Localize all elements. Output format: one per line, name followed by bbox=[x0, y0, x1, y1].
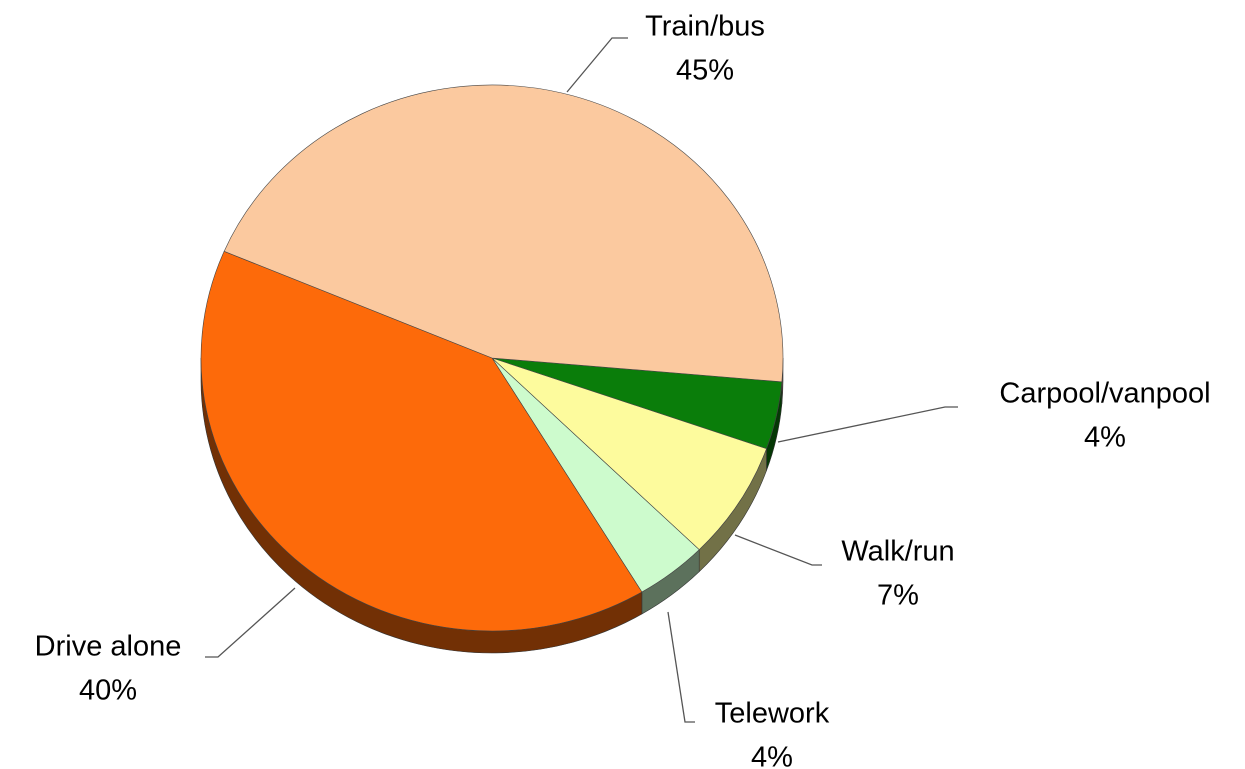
slice bbox=[491, 357, 767, 551]
leader-line bbox=[667, 611, 695, 723]
slice-value-label: 4% bbox=[751, 742, 793, 769]
slice-label: Telework bbox=[715, 698, 830, 730]
slice-label: Drive alone bbox=[35, 631, 182, 663]
slice-label: Carpool/vanpool bbox=[999, 378, 1210, 410]
leader-line bbox=[205, 587, 296, 658]
slice-value-label: 45% bbox=[676, 55, 734, 87]
slice bbox=[200, 250, 643, 632]
slice-label: Walk/run bbox=[841, 536, 954, 568]
slice-value-label: 7% bbox=[877, 580, 919, 612]
leader-line bbox=[566, 37, 628, 93]
slice-value-label: 40% bbox=[79, 675, 137, 707]
slice-label: Train/bus bbox=[645, 11, 765, 43]
leader-line bbox=[777, 406, 958, 443]
leader-line bbox=[734, 534, 822, 566]
slice-value-label: 4% bbox=[1084, 422, 1126, 454]
slice bbox=[223, 84, 784, 383]
